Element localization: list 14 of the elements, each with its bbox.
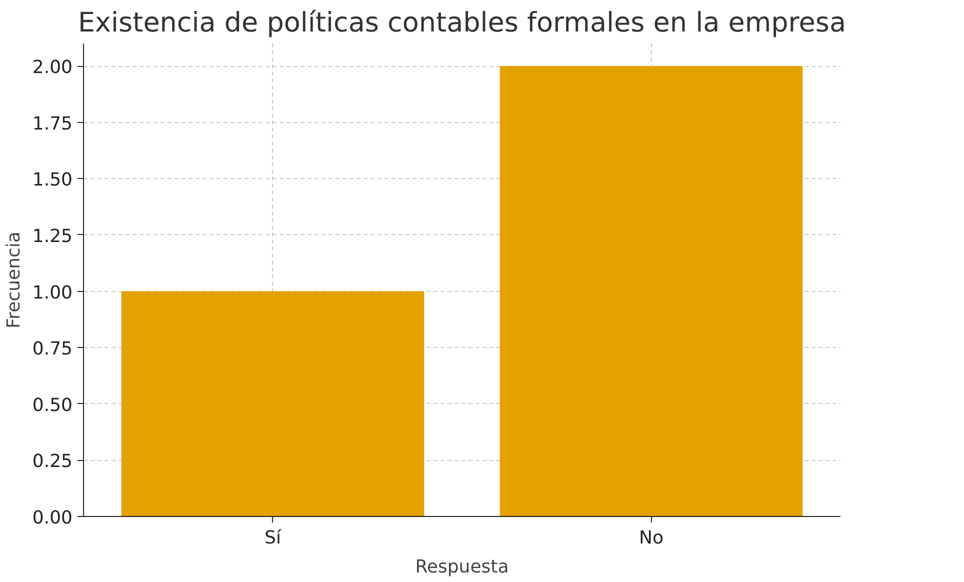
y-tick-label: 1.75 <box>32 113 72 134</box>
x-tick-label: Sí <box>264 528 282 548</box>
y-tick-label: 0.00 <box>32 508 72 528</box>
y-axis-title: Frecuencia <box>3 232 24 328</box>
y-tick-label: 0.25 <box>32 451 72 472</box>
x-tick-label: No <box>639 528 664 548</box>
y-tick-label: 2.00 <box>32 57 72 78</box>
y-tick-label: 0.50 <box>32 394 72 416</box>
y-tick-label: 1.00 <box>32 282 72 304</box>
chart-title: Existencia de políticas contables formales en la empresa <box>78 8 846 38</box>
y-tick-label: 1.25 <box>32 226 72 247</box>
y-tick-label: 1.50 <box>32 170 72 191</box>
x-axis-title: Respuesta <box>415 556 509 578</box>
y-tick-label: 0.75 <box>32 338 72 360</box>
